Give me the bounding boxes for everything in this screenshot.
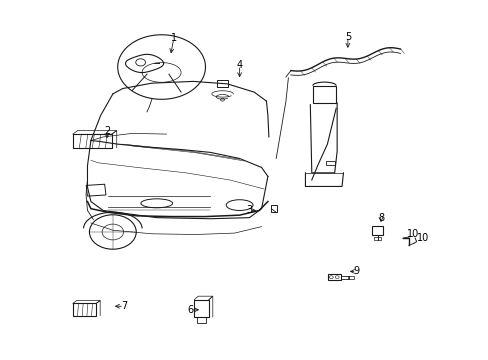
Bar xyxy=(73,303,96,316)
Bar xyxy=(328,274,340,280)
Text: 4: 4 xyxy=(236,60,242,70)
Bar xyxy=(73,134,112,148)
Bar xyxy=(326,161,334,165)
Text: 7: 7 xyxy=(121,301,127,311)
Text: 10: 10 xyxy=(416,233,428,243)
Bar xyxy=(194,300,208,317)
Bar xyxy=(86,184,106,196)
Text: 6: 6 xyxy=(187,305,194,315)
Text: 8: 8 xyxy=(377,213,383,222)
Bar xyxy=(371,226,382,234)
Bar xyxy=(347,276,353,279)
Text: 1: 1 xyxy=(170,33,177,43)
Text: 5: 5 xyxy=(344,32,350,41)
Bar xyxy=(271,205,277,212)
Text: 2: 2 xyxy=(103,126,110,135)
Bar xyxy=(340,276,348,279)
Bar xyxy=(216,80,228,87)
Text: 9: 9 xyxy=(353,266,359,276)
Text: 10: 10 xyxy=(406,229,418,239)
Bar xyxy=(373,237,380,240)
Bar xyxy=(312,86,335,103)
Text: 3: 3 xyxy=(246,206,252,216)
Bar xyxy=(196,317,206,323)
